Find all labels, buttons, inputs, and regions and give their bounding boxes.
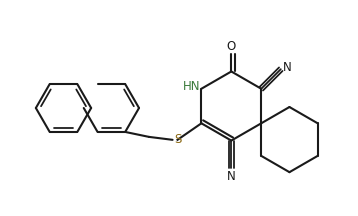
Text: N: N (227, 170, 236, 183)
Text: S: S (174, 133, 181, 146)
Text: N: N (283, 61, 292, 74)
Text: O: O (227, 40, 236, 53)
Text: HN: HN (183, 80, 200, 93)
